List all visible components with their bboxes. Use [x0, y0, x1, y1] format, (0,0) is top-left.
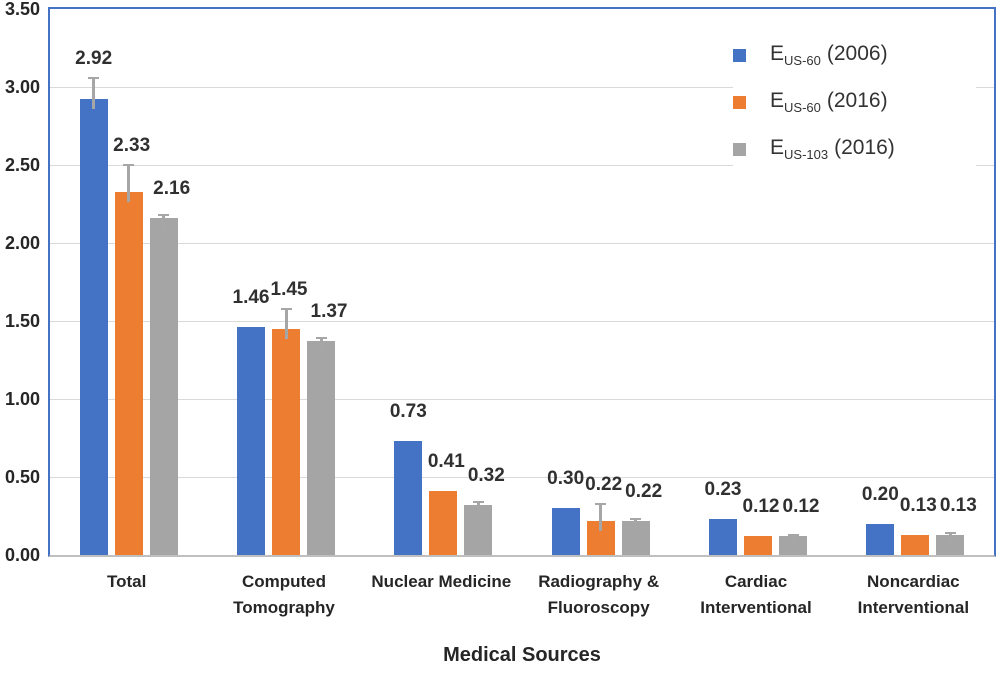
error-bar — [476, 501, 480, 516]
bar — [936, 534, 965, 555]
legend-label: EUS-103 (2016) — [770, 136, 895, 163]
category-label-line: Radiography & — [538, 572, 660, 591]
value-label: 1.46 — [232, 287, 270, 309]
value-label: 2.92 — [75, 47, 113, 69]
value-label: 2.16 — [153, 178, 191, 200]
gridline — [50, 477, 994, 478]
error-bar-cap — [88, 76, 100, 79]
category-label: Total — [35, 569, 219, 595]
y-tick-label: 1.50 — [4, 311, 40, 331]
gridline — [50, 165, 994, 166]
error-bar-cap — [787, 533, 799, 536]
x-axis-title: Medical Sources — [443, 644, 601, 666]
gridline — [50, 243, 994, 244]
y-tick-label: 2.50 — [4, 155, 40, 175]
value-label: 0.30 — [547, 468, 585, 490]
legend-swatch-orange — [733, 96, 746, 109]
value-label: 0.41 — [427, 451, 465, 473]
y-tick-label: 3.50 — [4, 0, 40, 19]
category-label-line: Nuclear Medicine — [371, 572, 512, 591]
category-label: Nuclear Medicine — [349, 569, 533, 595]
legend-label: EUS-60 (2006) — [770, 42, 888, 69]
error-bar-cap — [158, 213, 170, 216]
error-bar — [92, 77, 96, 110]
value-label: 0.12 — [742, 496, 780, 518]
error-bar — [319, 338, 323, 352]
bar — [744, 536, 772, 555]
gridline — [50, 87, 994, 88]
bar — [307, 341, 335, 555]
bar — [551, 508, 580, 555]
error-bar-cap — [315, 337, 327, 340]
error-bar-cap — [595, 502, 607, 505]
value-label: 2.33 — [113, 135, 151, 156]
gridline — [50, 399, 994, 400]
value-label: 0.23 — [704, 479, 742, 501]
bar — [114, 191, 143, 555]
value-label: 0.20 — [861, 483, 899, 505]
value-label: 0.13 — [899, 494, 937, 516]
category-label-line: Interventional — [857, 598, 970, 617]
category-label-line: Noncardiac — [867, 572, 960, 591]
category-label-line: Cardiac — [724, 572, 788, 591]
error-bar-cap — [280, 307, 292, 310]
bar — [272, 328, 300, 555]
value-label: 0.73 — [389, 401, 427, 423]
category-label: Noncardiac Interventional — [821, 569, 1000, 621]
bar — [709, 519, 737, 555]
bar — [901, 534, 930, 555]
value-label: 0.22 — [585, 473, 623, 495]
error-bar-cap — [630, 518, 642, 521]
error-bar — [127, 165, 131, 202]
error-bar — [284, 308, 288, 339]
category-label: Computed Tomography — [192, 569, 376, 621]
category-label: Radiography & Fluoroscopy — [507, 569, 691, 621]
error-bar — [634, 519, 638, 531]
legend-swatch-gray — [733, 143, 746, 156]
legend: EUS-60 (2006) EUS-60 (2016) EUS-103 (2016) — [733, 30, 976, 175]
category-label-line: Interventional — [700, 598, 812, 617]
category-label-line: Computed — [241, 572, 327, 591]
category-label: Cardiac Interventional — [664, 569, 848, 621]
y-tick-label: 0.50 — [4, 467, 40, 487]
legend-swatch-blue — [733, 49, 746, 62]
bar — [866, 523, 895, 555]
error-bar-cap — [472, 500, 484, 503]
category-label-line: Tomography — [233, 598, 335, 617]
y-tick-label: 0.00 — [4, 545, 40, 565]
bar — [79, 99, 108, 555]
y-tick-label: 3.00 — [4, 77, 40, 97]
value-label: 0.22 — [625, 480, 663, 502]
legend-label: EUS-60 (2016) — [770, 89, 888, 116]
error-bar — [162, 214, 166, 229]
bar — [429, 491, 458, 555]
legend-item-eus60-2006: EUS-60 (2006) — [733, 32, 976, 79]
legend-item-eus103-2016: EUS-103 (2016) — [733, 126, 976, 173]
value-label: 0.32 — [467, 465, 505, 487]
bar — [237, 327, 265, 555]
error-bar — [948, 533, 952, 545]
value-label: 1.37 — [310, 301, 348, 323]
category-label-line: Total — [106, 572, 147, 591]
error-bar-cap — [944, 532, 956, 535]
bar — [394, 441, 423, 555]
y-tick-label: 2.00 — [4, 233, 40, 253]
error-bar — [791, 534, 795, 547]
y-tick-label: 1.00 — [4, 389, 40, 409]
gridline — [50, 321, 994, 322]
error-bar — [599, 503, 603, 531]
error-bar-cap — [123, 164, 135, 166]
value-label: 1.45 — [270, 278, 308, 300]
bar — [149, 218, 178, 555]
category-label-line: Fluoroscopy — [547, 598, 650, 617]
value-label: 0.13 — [939, 494, 977, 516]
legend-item-eus60-2016: EUS-60 (2016) — [733, 79, 976, 126]
value-label: 0.12 — [782, 496, 820, 518]
